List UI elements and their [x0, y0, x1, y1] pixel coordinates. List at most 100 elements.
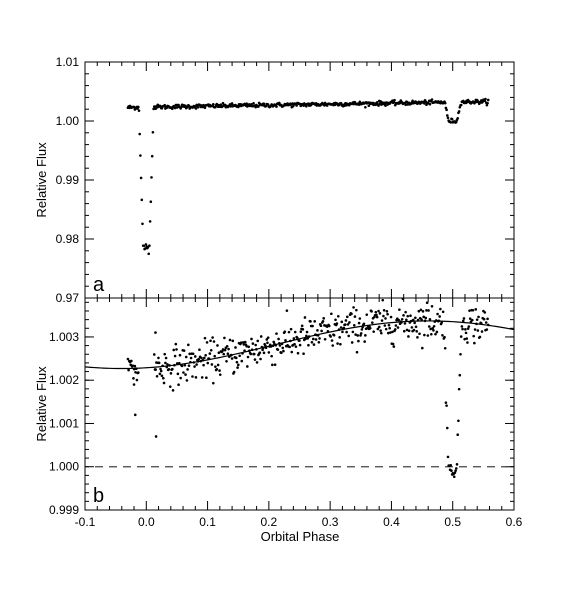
data-point — [245, 344, 248, 348]
data-point — [241, 352, 244, 355]
data-point — [311, 324, 314, 328]
data-point — [242, 343, 246, 346]
data-point — [243, 349, 246, 352]
data-point — [356, 334, 360, 337]
data-point — [404, 103, 407, 107]
data-point — [266, 336, 270, 339]
data-point — [343, 104, 346, 108]
data-point — [218, 373, 222, 376]
data-point — [436, 312, 439, 316]
data-point — [126, 357, 130, 361]
data-point — [168, 385, 172, 388]
model-curve — [84, 320, 515, 370]
data-point — [393, 328, 397, 331]
data-point — [344, 319, 348, 322]
data-point — [154, 435, 158, 438]
data-point — [192, 361, 196, 364]
data-point — [234, 346, 237, 349]
data-point — [211, 336, 214, 339]
data-point — [250, 337, 253, 341]
x-tick-label: 0.3 — [322, 515, 339, 529]
data-point — [430, 304, 434, 308]
data-point — [193, 365, 196, 368]
data-point — [259, 335, 263, 338]
data-point — [475, 318, 479, 321]
data-point — [175, 362, 179, 365]
data-point — [236, 366, 239, 369]
data-point — [305, 334, 308, 338]
data-point — [163, 352, 166, 356]
data-point — [359, 332, 363, 335]
panel-b-ticks — [84, 298, 515, 511]
data-point — [206, 361, 210, 365]
data-point — [371, 321, 374, 324]
data-point — [200, 376, 204, 379]
data-point — [386, 312, 389, 316]
data-point — [380, 331, 383, 335]
data-point — [391, 342, 395, 346]
y-tick-label: 1.001 — [49, 416, 79, 430]
data-point — [334, 318, 337, 322]
data-point — [345, 330, 348, 334]
data-point — [405, 318, 408, 322]
x-tick-label: 0.0 — [138, 515, 155, 529]
data-point — [290, 350, 294, 354]
data-point — [346, 315, 349, 319]
data-point — [473, 328, 477, 331]
data-point — [367, 104, 371, 107]
data-point — [357, 339, 360, 343]
data-point — [419, 308, 423, 312]
data-point — [208, 352, 212, 355]
data-point — [214, 365, 217, 368]
data-point — [350, 341, 354, 344]
panel-b-y-tick-labels: 0.999 1.000 1.001 1.002 1.003 — [49, 330, 79, 517]
data-point — [127, 368, 130, 372]
data-point — [434, 319, 438, 322]
data-point — [189, 360, 192, 364]
data-point — [198, 348, 201, 352]
data-point — [449, 463, 453, 467]
data-point — [417, 309, 421, 313]
data-point — [416, 336, 419, 339]
data-point — [465, 337, 469, 340]
data-point — [404, 310, 407, 314]
data-point — [133, 364, 137, 368]
data-point — [176, 372, 180, 376]
y-tick-label: 1.01 — [56, 55, 80, 69]
data-point — [252, 102, 255, 105]
data-point — [377, 104, 380, 107]
data-point — [184, 373, 187, 376]
panel-b-label: b — [93, 485, 104, 507]
data-point — [284, 339, 287, 342]
data-point — [280, 342, 284, 346]
data-point — [428, 318, 432, 321]
data-point — [299, 330, 303, 334]
data-point — [230, 102, 234, 105]
data-point — [444, 401, 448, 404]
data-point — [295, 104, 298, 107]
data-point — [414, 325, 418, 329]
data-point — [372, 330, 375, 333]
data-point — [160, 374, 164, 378]
y-tick-label: 0.99 — [56, 173, 80, 187]
data-point — [213, 354, 216, 358]
data-point — [197, 357, 201, 361]
data-point — [262, 346, 265, 350]
data-point — [484, 97, 487, 101]
data-point — [243, 340, 247, 344]
data-point — [131, 364, 135, 367]
data-point — [416, 318, 420, 322]
data-point — [168, 364, 171, 367]
data-point — [475, 322, 478, 326]
data-point — [152, 353, 156, 356]
data-point — [336, 342, 339, 345]
data-point — [320, 329, 323, 333]
data-point — [361, 325, 364, 329]
data-point — [375, 101, 379, 104]
data-point — [310, 340, 314, 344]
data-point — [142, 244, 146, 248]
data-point — [207, 357, 211, 361]
data-point — [363, 340, 366, 343]
data-point — [326, 330, 330, 333]
data-point — [137, 109, 141, 112]
